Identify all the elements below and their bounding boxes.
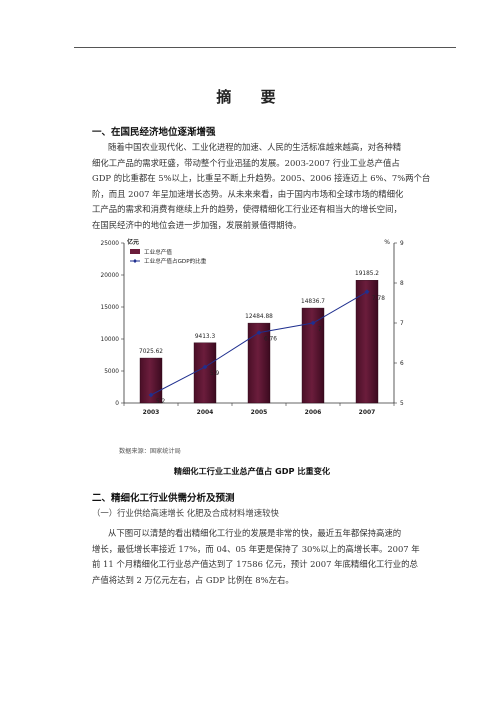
section2-paragraph: 从下图可以清楚的看出精细化工行业的发展是非常的快，最近五年都保持高速的 增长，最… [92,526,454,588]
y-tick-label-left: 5000 [104,369,119,375]
section1-paragraph: 随着中国农业现代化、工业化进程的加速、人民的生活标准越来越高，对各种精 细化工产… [92,140,454,234]
ratio-point [364,289,370,295]
legend-marker-line [133,259,137,263]
paragraph-line: 细化工产品的需求旺盛，带动整个行业迅猛的发展。2003-2007 行业工业总产值… [92,157,400,168]
chart-caption: 精细化工行业工业总产值占 GDP 比重变化 [173,466,331,476]
paragraph-line: 从下图可以清楚的看出精细化工行业的发展是非常的快，最近五年都保持高速的 [108,528,402,538]
data-source: 数据来源：国家统计局 [119,448,181,455]
y-tick-label-right: 9 [400,241,404,247]
x-tick-label: 2003 [143,409,160,416]
y-tick-label-left: 25000 [101,241,120,247]
bar [301,307,325,404]
bar-value-label: 7025.62 [139,349,163,355]
gdp-share-chart: 0 5000 10000 15000 20000 25000 5 6 7 8 9 亿元 % 7025.62… [101,238,404,416]
paragraph-line: 工产品的需求和消费有继续上升的趋势，使得精细化工行业还有相当大的增长空间， [92,204,402,215]
paragraph-line: 阶，而且 2007 年呈加速增长态势。从未来来看，由于国内市场和全球市场的精细化 [92,188,404,199]
x-tick-label: 2006 [305,409,322,416]
header-rule [74,47,456,48]
ratio-value-label: 5.2 [156,399,166,405]
y-tick-label-left: 15000 [101,305,120,311]
ratio-value-label: 6.76 [264,337,277,343]
y-tick-label-left: 20000 [101,273,120,279]
y-tick-label-right: 5 [400,401,404,407]
y-tick-label-left: 10000 [101,337,120,343]
legend-swatch-bar [130,249,140,254]
legend-label-bar: 工业总产值 [144,248,172,256]
paragraph-line: 在国民经济中的地位会进一步加强，发展前景值得期待。 [92,219,302,230]
x-tick-label: 2004 [197,409,214,416]
y-axis-right-label: % [384,239,390,246]
paragraph-line: 增长，最低增长率接近 17%，而 04、05 年更是保持了 30%以上的高增长率… [92,543,420,554]
x-tick-label: 2005 [251,409,268,416]
ratio-point [256,330,262,335]
x-tick-label: 2007 [359,409,376,416]
y-axis-left-label: 亿元 [127,238,139,246]
section2-subheading: （一）行业供给高速增长 化肥及合成材料增速较快 [92,508,279,518]
bar-value-label: 12484.88 [245,314,273,320]
bar-value-label: 9413.3 [195,334,216,340]
paragraph-line: 随着中国农业现代化、工业化进程的加速、人民的生活标准越来越高，对各种精 [108,142,402,152]
bar [247,322,271,404]
paragraph-line: GDP 的比重都在 5%以上，比重呈不断上升趋势。2005、2006 接连迈上 … [92,173,431,184]
page-title: 摘 要 [216,88,288,106]
bar-value-label: 19185.2 [355,271,379,277]
bar [355,280,379,404]
ratio-value-label: 7.78 [372,296,385,302]
section1-heading: 一、在国民经济地位逐渐增强 [92,127,216,138]
ratio-value-label: 7 [318,327,322,333]
y-tick-label-right: 8 [400,281,404,287]
section2-heading: 二、精细化工行业供需分析及预测 [92,493,235,504]
y-tick-label-left: 0 [115,401,119,407]
y-tick-label-right: 7 [400,321,404,327]
ratio-value-label: 5.9 [210,371,220,377]
paragraph-line: 前 11 个月精细化工行业总产值达到了 17586 亿元，预计 2007 年底精… [92,559,418,570]
bar-value-label: 14836.7 [301,299,325,305]
legend-label-line: 工业总产值占GDP的比重 [144,257,207,265]
paragraph-line: 产值将达到 2 万亿元左右，占 GDP 比例在 8%左右。 [92,574,294,585]
y-tick-label-right: 6 [400,361,404,367]
